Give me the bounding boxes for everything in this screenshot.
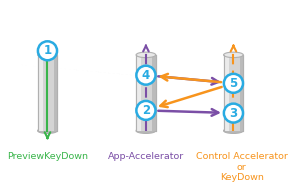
Ellipse shape [136, 52, 156, 58]
Text: 4: 4 [142, 69, 150, 82]
Ellipse shape [38, 128, 57, 134]
Bar [224, 55, 229, 131]
Circle shape [38, 41, 57, 60]
Text: 1: 1 [43, 44, 52, 57]
Ellipse shape [38, 52, 57, 58]
Text: or: or [237, 163, 247, 172]
Bar [38, 55, 57, 131]
Bar [136, 55, 156, 131]
Bar [224, 55, 243, 131]
Circle shape [224, 104, 243, 123]
Bar [224, 55, 243, 131]
Bar [240, 55, 243, 131]
Text: 2: 2 [142, 104, 150, 117]
Bar [240, 55, 243, 131]
Ellipse shape [224, 128, 243, 134]
Bar [136, 55, 156, 131]
Bar [54, 55, 57, 131]
Bar [152, 55, 156, 131]
Bar [224, 55, 229, 131]
Text: KeyDown: KeyDown [220, 173, 263, 182]
Circle shape [224, 74, 243, 93]
Ellipse shape [136, 128, 156, 134]
Text: Control Accelerator: Control Accelerator [196, 152, 288, 161]
Text: 3: 3 [230, 107, 237, 120]
Bar [38, 55, 42, 131]
Bar [38, 55, 57, 131]
Bar [152, 55, 156, 131]
Bar [136, 55, 141, 131]
Ellipse shape [224, 52, 243, 58]
Text: PreviewKeyDown: PreviewKeyDown [7, 152, 88, 161]
Circle shape [136, 101, 155, 120]
Text: 5: 5 [229, 77, 237, 90]
Bar [38, 55, 42, 131]
Bar [136, 55, 141, 131]
Text: App-Accelerator: App-Accelerator [108, 152, 184, 161]
Circle shape [136, 66, 155, 85]
Bar [54, 55, 57, 131]
